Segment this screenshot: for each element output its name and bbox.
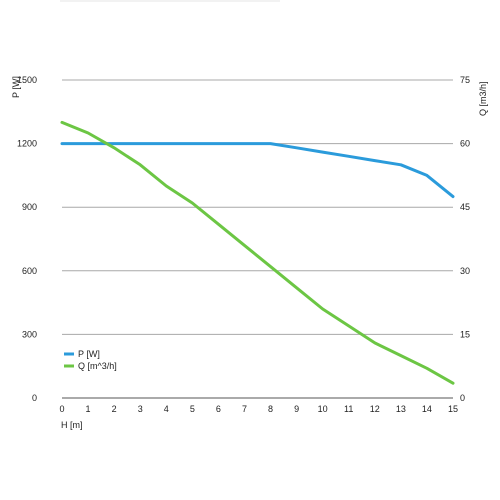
x-tick-label: 11 <box>344 404 353 414</box>
y-left-tick-label: 0 <box>32 393 37 403</box>
x-axis-title: H [m] <box>61 420 83 430</box>
x-tick-label: 12 <box>370 404 380 414</box>
x-tick-label: 7 <box>242 404 247 414</box>
y-right-tick-label: 30 <box>460 266 470 276</box>
y-left-tick-label: 600 <box>22 266 37 276</box>
x-tick-label: 2 <box>112 404 117 414</box>
x-tick-label: 10 <box>318 404 328 414</box>
gridlines <box>62 79 453 399</box>
y-right-tick-label: 60 <box>460 139 470 149</box>
x-tick-label: 8 <box>268 404 273 414</box>
x-tick-label: 13 <box>396 404 406 414</box>
x-tick-label: 15 <box>448 404 458 414</box>
header-strip <box>60 0 280 2</box>
y-left-tick-label: 300 <box>22 329 37 339</box>
x-tick-label: 14 <box>422 404 432 414</box>
x-tick-label: 5 <box>190 404 195 414</box>
y-right-tick-label: 0 <box>460 393 465 403</box>
y-right-tick-label: 45 <box>460 202 470 212</box>
x-tick-label: 0 <box>59 404 64 414</box>
left-axis-title: P [W] <box>11 76 21 98</box>
x-tick-label: 4 <box>164 404 169 414</box>
right-axis-title: Q [m3/h] <box>478 81 488 116</box>
y-left-tick-label: 1200 <box>17 139 37 149</box>
y-left-tick-label: 1500 <box>17 75 37 85</box>
x-tick-label: 3 <box>138 404 143 414</box>
x-tick-label: 6 <box>216 404 221 414</box>
legend-label-q: Q [m^3/h] <box>78 361 117 371</box>
series-line-flow <box>60 120 455 385</box>
y-right-tick-label: 75 <box>460 75 470 85</box>
y-right-tick-label: 15 <box>460 329 470 339</box>
series-line-power <box>60 142 455 199</box>
legend-label-p: P [W] <box>78 349 100 359</box>
y-left-tick-label: 900 <box>22 202 37 212</box>
legend: P [W] Q [m^3/h] <box>64 349 117 371</box>
series-lines <box>60 120 455 385</box>
x-tick-label: 1 <box>86 404 91 414</box>
x-tick-label: 9 <box>294 404 299 414</box>
